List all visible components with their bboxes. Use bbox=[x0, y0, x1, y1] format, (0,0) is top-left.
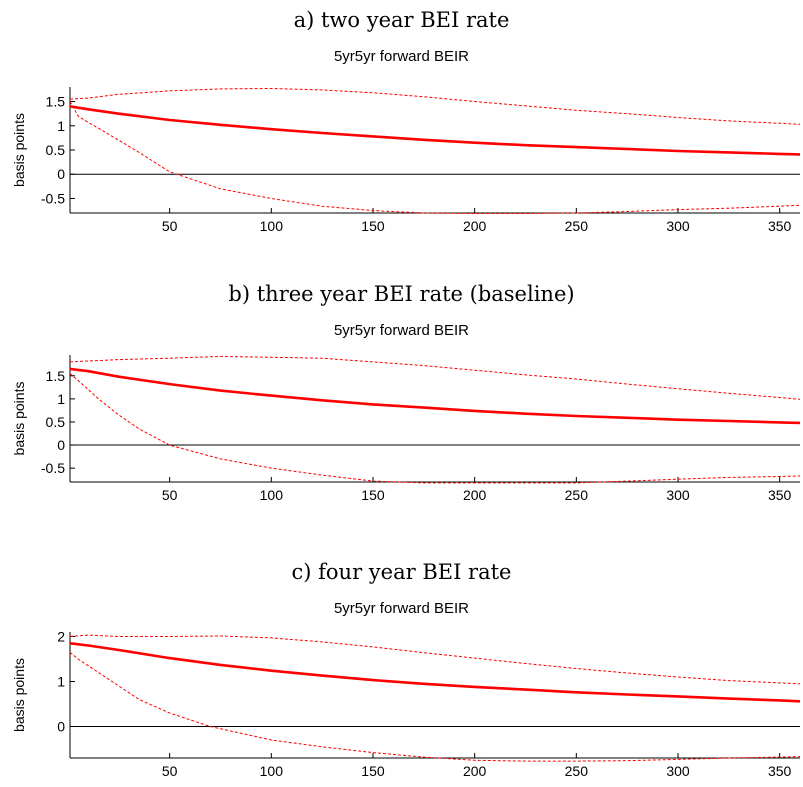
series-upper-line bbox=[69, 355, 801, 400]
y-axis-label: basis points bbox=[11, 113, 27, 187]
x-tick-label: 150 bbox=[361, 218, 385, 234]
series-response-line bbox=[69, 367, 801, 425]
y-tick-label: 1 bbox=[57, 118, 65, 134]
x-tick-label: 250 bbox=[565, 487, 589, 503]
series-upper-line bbox=[69, 634, 801, 685]
x-tick-label: 300 bbox=[666, 763, 690, 779]
y-tick-label: 1 bbox=[57, 391, 65, 407]
series-lower-line bbox=[69, 651, 801, 762]
chart-title: 5yr5yr forward BEIR bbox=[333, 600, 470, 617]
series-response-line bbox=[69, 105, 801, 156]
y-tick-label: 0 bbox=[57, 437, 65, 453]
x-tick-label: 350 bbox=[768, 487, 792, 503]
x-tick-label: 300 bbox=[666, 487, 690, 503]
series-response-line bbox=[69, 642, 801, 703]
y-tick-label: -0.5 bbox=[41, 460, 65, 476]
panel-heading: c) four year BEI rate bbox=[291, 560, 512, 584]
y-axis-label: basis points bbox=[11, 658, 27, 732]
y-tick-label: 1.5 bbox=[46, 368, 66, 384]
series-lower-line bbox=[69, 101, 801, 214]
y-axis-label: basis points bbox=[11, 382, 27, 456]
y-tick-label: 1.5 bbox=[46, 94, 66, 110]
x-tick-label: 150 bbox=[361, 763, 385, 779]
x-tick-label: 100 bbox=[260, 487, 284, 503]
y-tick-label: 2 bbox=[57, 629, 65, 645]
panel-heading: a) two year BEI rate bbox=[293, 8, 510, 32]
x-tick-label: 350 bbox=[768, 763, 792, 779]
x-tick-label: 350 bbox=[768, 218, 792, 234]
x-tick-label: 200 bbox=[463, 763, 487, 779]
x-tick-label: 250 bbox=[565, 218, 589, 234]
x-tick-label: 100 bbox=[260, 763, 284, 779]
y-tick-label: -0.5 bbox=[41, 190, 65, 206]
x-tick-label: 300 bbox=[666, 218, 690, 234]
x-tick-label: 200 bbox=[463, 487, 487, 503]
y-tick-label: 0 bbox=[57, 719, 65, 735]
x-tick-label: 50 bbox=[162, 487, 178, 503]
y-tick-label: 0.5 bbox=[46, 414, 66, 430]
x-tick-label: 100 bbox=[260, 218, 284, 234]
series-lower-line bbox=[69, 373, 801, 484]
chart-title: 5yr5yr forward BEIR bbox=[333, 48, 470, 65]
chart-title: 5yr5yr forward BEIR bbox=[333, 322, 470, 339]
series-upper-line bbox=[69, 87, 801, 125]
x-tick-label: 50 bbox=[162, 763, 178, 779]
y-tick-label: 0.5 bbox=[46, 142, 66, 158]
x-tick-label: 200 bbox=[463, 218, 487, 234]
x-tick-label: 250 bbox=[565, 763, 589, 779]
x-tick-label: 50 bbox=[162, 218, 178, 234]
y-tick-label: 0 bbox=[57, 166, 65, 182]
y-tick-label: 1 bbox=[57, 674, 65, 690]
x-tick-label: 150 bbox=[361, 487, 385, 503]
panel-heading: b) three year BEI rate (baseline) bbox=[228, 282, 575, 306]
